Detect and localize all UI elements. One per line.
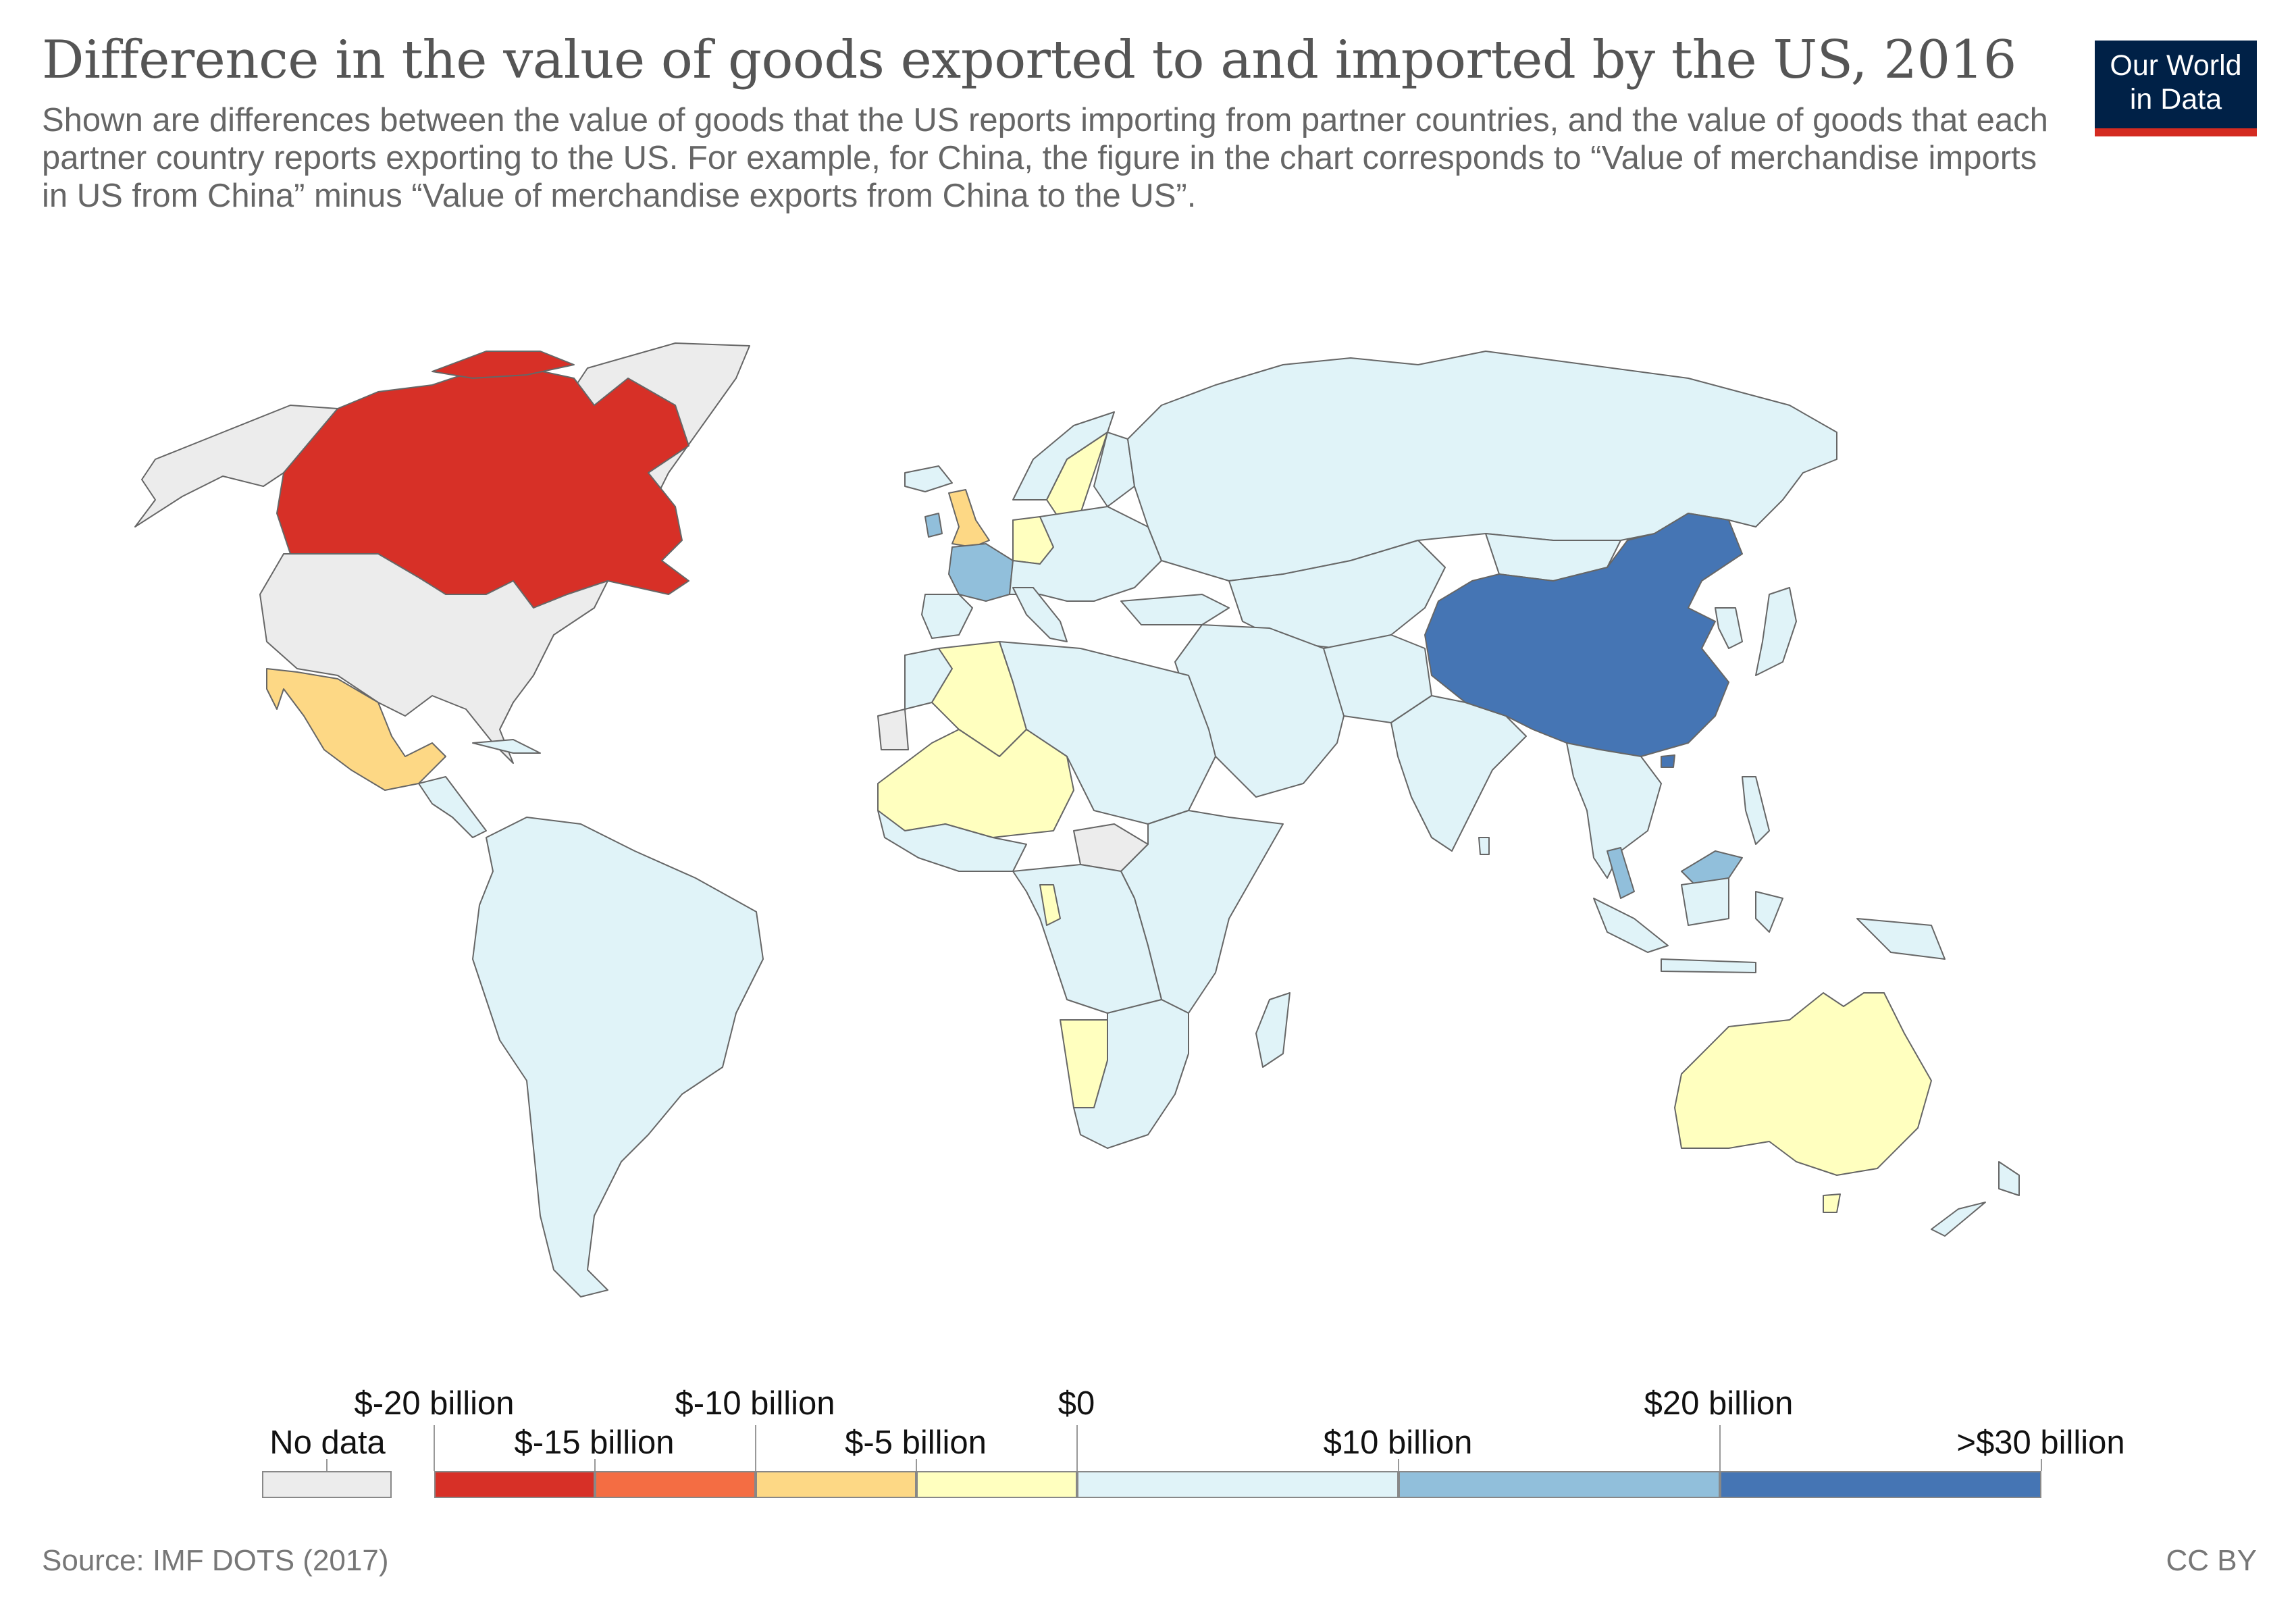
source-note: Source: IMF DOTS (2017)	[42, 1544, 389, 1577]
legend-swatch-20-30	[1720, 1471, 2041, 1498]
country-canada-islands[interactable]	[432, 351, 575, 379]
country-new-zealand[interactable]	[1931, 1161, 2020, 1237]
country-philippines[interactable]	[1742, 776, 1770, 845]
country-cuba[interactable]	[472, 739, 541, 754]
legend-label-neg15: $-15 billion	[514, 1424, 675, 1461]
country-central-america[interactable]	[418, 776, 487, 838]
country-alaska[interactable]	[134, 405, 338, 528]
country-japan[interactable]	[1755, 587, 1797, 676]
country-brazil-south-america[interactable]	[472, 817, 764, 1297]
country-italy[interactable]	[1012, 587, 1068, 642]
country-western-sahara[interactable]	[877, 709, 909, 750]
country-ireland[interactable]	[924, 513, 943, 538]
legend-no-data-swatch	[262, 1471, 392, 1498]
country-turkey[interactable]	[1120, 594, 1230, 625]
country-west-africa[interactable]	[877, 810, 1027, 872]
country-sri-lanka[interactable]	[1478, 837, 1490, 855]
country-australia[interactable]	[1674, 992, 1932, 1176]
country-gabon-congo[interactable]	[1039, 884, 1061, 926]
legend-label-30: >$30 billion	[1956, 1424, 2125, 1461]
country-china[interactable]	[1424, 513, 1743, 757]
legend-label-neg20: $-20 billion	[354, 1385, 515, 1422]
legend-swatch-neg20-neg15	[434, 1471, 595, 1498]
country-iceland[interactable]	[904, 465, 953, 492]
country-finland[interactable]	[1093, 432, 1135, 507]
country-china-hainan[interactable]	[1661, 754, 1675, 768]
country-malaysia-peninsula[interactable]	[1607, 847, 1635, 899]
country-spain-portugal[interactable]	[921, 594, 973, 639]
country-papua[interactable]	[1856, 918, 1946, 960]
chart-subtitle: Shown are differences between the value …	[42, 102, 2048, 214]
logo-line-2: in Data	[2129, 83, 2222, 115]
country-southern-africa[interactable]	[1073, 999, 1189, 1149]
country-united-states[interactable]	[259, 553, 608, 764]
legend-label-10: $10 billion	[1323, 1424, 1473, 1461]
legend-label-neg5: $-5 billion	[845, 1424, 987, 1461]
country-france[interactable]	[948, 543, 1014, 602]
country-indonesia[interactable]	[1593, 877, 1783, 973]
country-korea[interactable]	[1715, 607, 1743, 649]
legend-no-data-label: No data	[269, 1424, 386, 1461]
legend-swatch-0-10	[1077, 1471, 1399, 1498]
legend-label-neg10: $-10 billion	[675, 1385, 835, 1422]
legend-swatch-neg15-neg10	[595, 1471, 756, 1498]
country-tasmania[interactable]	[1823, 1193, 1841, 1213]
license-link[interactable]: CC BY	[2166, 1544, 2257, 1577]
country-india[interactable]	[1390, 695, 1527, 852]
country-madagascar[interactable]	[1255, 992, 1290, 1068]
owid-logo[interactable]: Our World in Data	[2095, 41, 2257, 136]
legend-label-zero: $0	[1058, 1385, 1095, 1422]
legend-swatch-10-20	[1399, 1471, 1720, 1498]
legend-swatch-neg5-0	[916, 1471, 1077, 1498]
legend-swatch-neg10-neg5	[756, 1471, 916, 1498]
logo-line-1: Our World	[2110, 49, 2242, 82]
chart-title: Difference in the value of goods exporte…	[42, 30, 2016, 91]
legend-label-20: $20 billion	[1644, 1385, 1794, 1422]
